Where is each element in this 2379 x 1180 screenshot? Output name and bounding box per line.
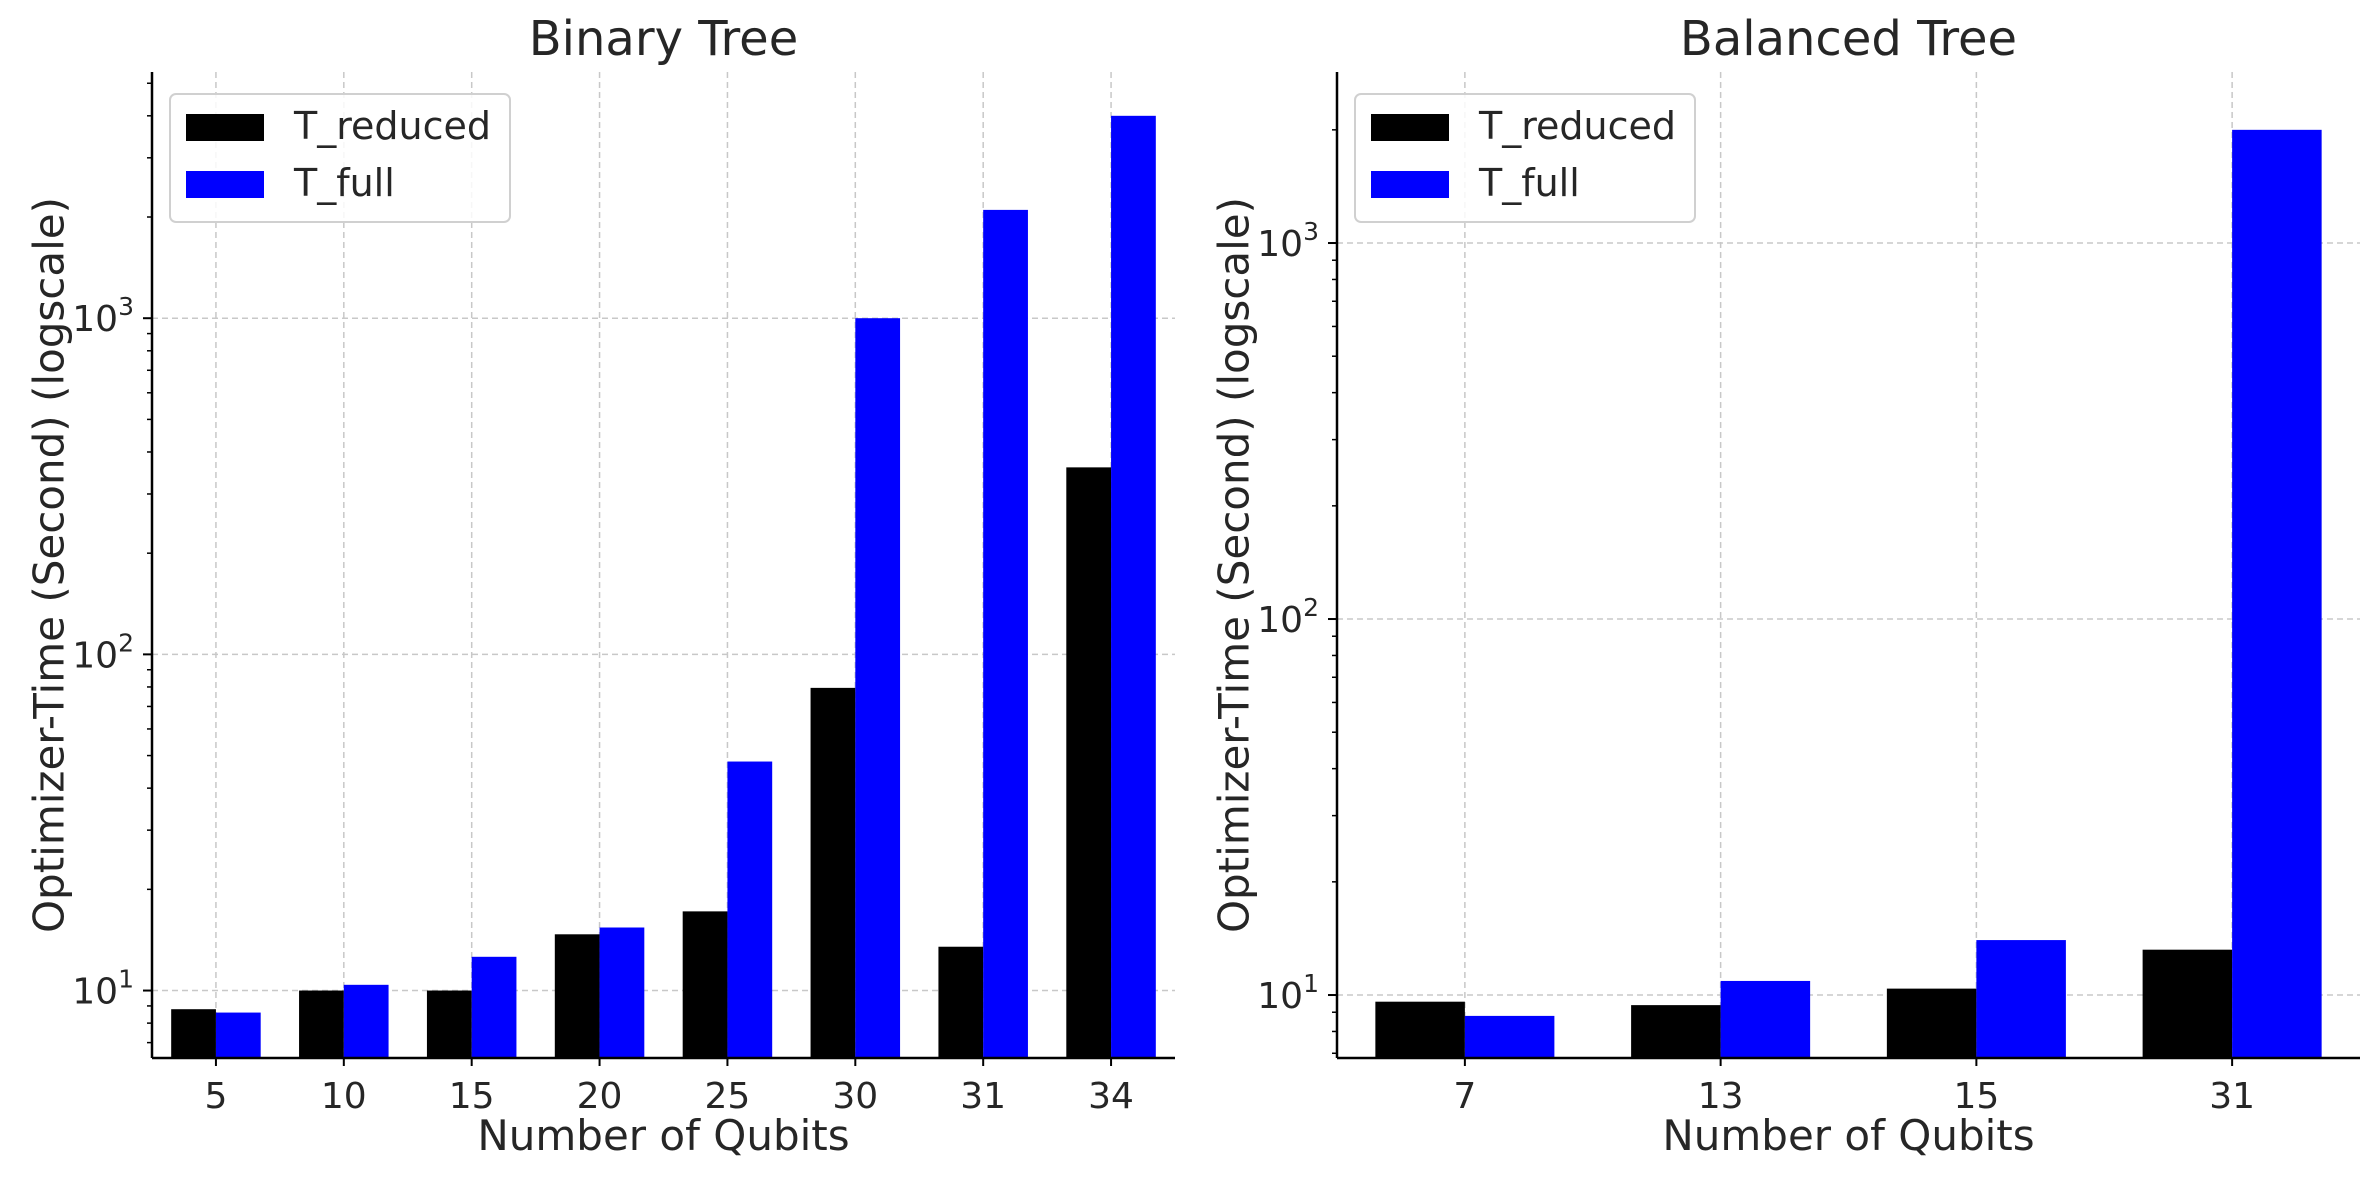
- y-tick-label-100: 102: [72, 628, 134, 676]
- bar-t-reduced-13: [1631, 1005, 1721, 1058]
- legend-swatch-t-reduced: [186, 114, 264, 141]
- x-tick-label-31: 31: [960, 1076, 1006, 1117]
- bar-t-full-25: [727, 761, 773, 1058]
- y-tick-label-10: 101: [1257, 969, 1319, 1017]
- bar-t-full-15: [1976, 940, 2066, 1058]
- y-tick-label-exponent: 1: [118, 965, 134, 994]
- bars: [1375, 129, 2322, 1059]
- y-tick-label-exponent: 3: [1303, 217, 1319, 246]
- legend-swatch-t-full: [1371, 171, 1449, 198]
- bar-t-full-34: [1111, 115, 1156, 1059]
- bar-t-reduced-5: [171, 1009, 216, 1058]
- x-tick-label-13: 13: [1698, 1076, 1744, 1117]
- legend-swatch-t-full: [186, 171, 264, 198]
- y-tick-label-exponent: 2: [118, 628, 134, 657]
- chart-title: Balanced Tree: [1680, 11, 2017, 67]
- bar-t-full-31: [2232, 129, 2322, 1059]
- y-tick-label-exponent: 2: [1303, 593, 1319, 622]
- y-axis-label: Optimizer-Time (Second) (logscale): [1210, 197, 1259, 933]
- bar-t-reduced-7: [1375, 1001, 1465, 1058]
- axes: [1335, 72, 2360, 1060]
- bar-t-reduced-34: [1066, 467, 1112, 1058]
- axes: [150, 72, 1175, 1060]
- bar-t-reduced-20: [554, 934, 600, 1058]
- y-tick-label-base: 10: [1257, 224, 1303, 265]
- y-tick-label-base: 10: [72, 972, 118, 1013]
- bar-t-full-7: [1464, 1015, 1555, 1058]
- x-tick-label-34: 34: [1088, 1076, 1134, 1117]
- bar-t-reduced-31: [2142, 949, 2233, 1058]
- bar-t-reduced-25: [682, 911, 728, 1058]
- legend-swatch-t-reduced: [1371, 114, 1449, 141]
- bars: [171, 115, 1156, 1059]
- bar-t-full-5: [215, 1012, 261, 1058]
- bar-t-full-10: [343, 984, 389, 1058]
- y-tick-label-100: 102: [1257, 593, 1319, 641]
- x-tick-label-7: 7: [1453, 1076, 1476, 1117]
- y-tick-label-10: 101: [72, 965, 134, 1013]
- y-tick-label-1000: 103: [72, 292, 134, 340]
- y-tick-label-base: 10: [1257, 600, 1303, 641]
- legend-label-t-reduced: T_reduced: [293, 104, 491, 148]
- chart-title: Binary Tree: [529, 11, 799, 67]
- x-tick-label-25: 25: [705, 1076, 751, 1117]
- x-axis-label: Number of Qubits: [477, 1111, 849, 1160]
- bar-t-reduced-30: [810, 687, 856, 1058]
- bar-t-reduced-31: [938, 946, 984, 1058]
- bar-t-reduced-10: [299, 990, 344, 1058]
- legend-label-t-reduced: T_reduced: [1478, 104, 1676, 148]
- bar-t-full-20: [599, 927, 645, 1058]
- legend: T_reduced T_full: [1354, 93, 1696, 223]
- legend-label-t-full: T_full: [1478, 161, 1580, 205]
- bar-t-full-31: [983, 209, 1028, 1059]
- bar-t-reduced-15: [1886, 988, 1977, 1058]
- bar-t-reduced-15: [426, 990, 472, 1058]
- legend-label-t-full: T_full: [293, 161, 395, 205]
- y-tick-label-base: 10: [72, 635, 118, 676]
- y-tick-label-base: 10: [1257, 976, 1303, 1017]
- y-axis-label: Optimizer-Time (Second) (logscale): [25, 197, 74, 933]
- x-tick-label-30: 30: [832, 1076, 878, 1117]
- bar-t-full-13: [1720, 980, 1811, 1058]
- y-tick-label-exponent: 3: [118, 292, 134, 321]
- x-tick-label-10: 10: [321, 1076, 367, 1117]
- legend: T_reduced T_full: [169, 93, 511, 223]
- x-tick-label-5: 5: [204, 1076, 227, 1117]
- y-tick-label-base: 10: [72, 299, 118, 340]
- y-tick-label-1000: 103: [1257, 217, 1319, 265]
- x-axis-label: Number of Qubits: [1662, 1111, 2034, 1160]
- y-tick-label-exponent: 1: [1303, 969, 1319, 998]
- bar-t-full-15: [471, 956, 517, 1058]
- x-tick-label-15: 15: [1953, 1076, 1999, 1117]
- x-tick-label-20: 20: [577, 1076, 623, 1117]
- x-tick-label-15: 15: [449, 1076, 495, 1117]
- bar-t-full-30: [855, 318, 901, 1059]
- x-tick-label-31: 31: [2209, 1076, 2255, 1117]
